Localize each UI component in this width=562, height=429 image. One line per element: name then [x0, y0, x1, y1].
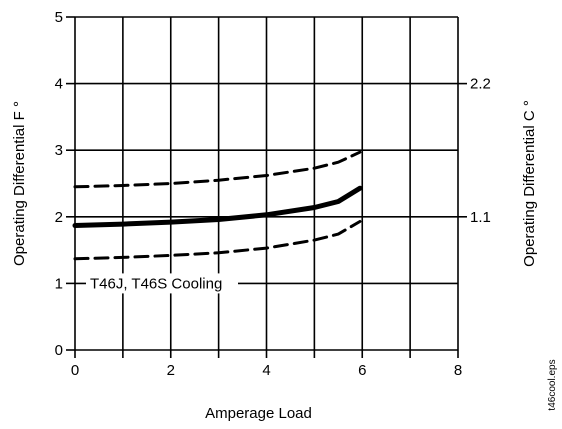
y-tick-label: 4 [55, 76, 63, 93]
y-tick-label: 0 [55, 342, 63, 359]
tick-labels: 0 2 4 6 8 0 1 2 3 4 5 1.1 2.2 [55, 9, 491, 379]
right-tick-label: 2.2 [470, 76, 491, 93]
x-tick-label: 0 [71, 362, 79, 379]
annotation-label: T46J, T46S Cooling [90, 275, 222, 292]
series-line-nominal [72, 185, 363, 228]
x-tick-label: 4 [262, 362, 270, 379]
y-tick-label: 5 [55, 9, 63, 26]
grid [66, 16, 467, 358]
series-group [72, 150, 363, 261]
series-line-dashed [73, 150, 362, 189]
y-tick-label: 1 [55, 275, 63, 292]
x-tick-label: 2 [167, 362, 175, 379]
x-tick-label: 6 [358, 362, 366, 379]
x-axis-label: Amperage Load [205, 405, 312, 422]
file-label: t46cool.eps [547, 359, 558, 410]
right-tick-label: 1.1 [470, 209, 491, 226]
y-axis-label: Operating Differential F ° [11, 101, 28, 266]
x-tick-label: 8 [454, 362, 462, 379]
y-tick-label: 3 [55, 142, 63, 159]
y-tick-label: 2 [55, 209, 63, 226]
y-axis-right-label: Operating Differential C ° [521, 100, 538, 267]
annotation-background [86, 273, 238, 294]
series-line-dashed [73, 220, 362, 261]
